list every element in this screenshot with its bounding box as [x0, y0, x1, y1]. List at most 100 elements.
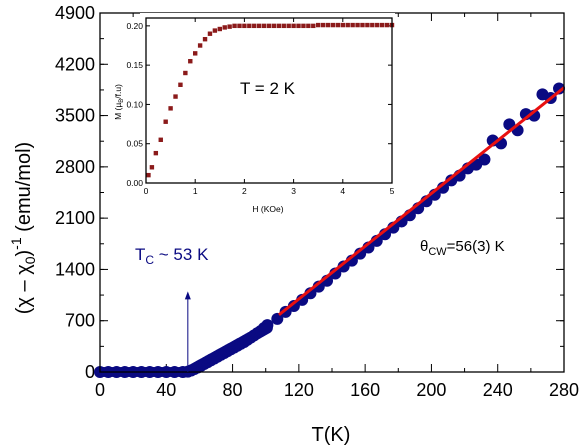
tc-arrow-head [184, 291, 191, 300]
inset-background [140, 13, 395, 201]
inset-data-point [197, 43, 203, 48]
inset-annotation: T = 2 K [240, 79, 296, 98]
y-tick-label: 0 [85, 362, 95, 382]
inset-data-point [325, 22, 331, 28]
y-tick-label: 700 [65, 311, 95, 331]
x-tick-label: 280 [549, 380, 579, 400]
y-label-sub: 0 [22, 256, 38, 264]
inset-data-point [271, 23, 277, 29]
inset-y-label-base: M (µ [113, 103, 123, 120]
inset-data-point [178, 82, 183, 87]
tc-rest: ~ 53 K [154, 245, 209, 264]
inset-data-point [360, 22, 365, 28]
inset-data-point [173, 94, 178, 99]
inset-data-point [188, 59, 193, 64]
inset-data-point [256, 23, 262, 29]
inset-data-point [227, 24, 232, 29]
inset-data-point [237, 23, 242, 29]
inset-data-point [247, 23, 252, 29]
inset-y-tick-label: 0.20 [126, 21, 143, 31]
inset-data-point [370, 22, 375, 28]
theta-main: θ [420, 238, 428, 255]
x-tick-label: 120 [284, 380, 314, 400]
inset-data-point [163, 119, 168, 124]
data-point [271, 312, 284, 325]
inset-y-label-sub: B [119, 99, 125, 103]
x-tick-label: 160 [350, 380, 380, 400]
inset-data-point [286, 23, 291, 29]
inset-data-point [153, 150, 159, 156]
inset-y-label-rest: /f.u) [113, 84, 123, 99]
inset-data-point [212, 28, 218, 33]
inset-data-point [266, 23, 272, 29]
data-point [337, 260, 350, 273]
x-tick-label: 40 [156, 380, 176, 400]
inset-data-point [202, 37, 208, 42]
data-point [296, 293, 309, 306]
inset-x-tick-label: 0 [144, 186, 149, 196]
inset-data-point [261, 23, 267, 29]
inset-data-point [320, 22, 326, 28]
inset-y-tick-label: 0.05 [126, 139, 143, 149]
theta-sub: CW [428, 246, 447, 258]
inset-data-point [384, 22, 390, 28]
inset-data-point [355, 22, 360, 28]
x-tick-label: 240 [483, 380, 513, 400]
data-point [261, 322, 273, 334]
x-axis-label: T(K) [312, 424, 351, 446]
inset-data-point [316, 22, 321, 28]
inset-data-point [193, 51, 198, 56]
inset-x-tick-label: 2 [242, 186, 247, 196]
inset-x-tick-label: 1 [193, 186, 198, 196]
y-tick-label: 1400 [55, 259, 95, 279]
y-axis-label: (χ – χ0)-1 (emu/mol) [8, 142, 38, 314]
y-tick-label: 2800 [55, 157, 95, 177]
inset-data-point [276, 23, 282, 29]
inset-data-point [217, 26, 222, 32]
y-label-sup: -1 [8, 237, 24, 250]
x-tick-label: 80 [223, 380, 243, 400]
inset-data-point [296, 23, 301, 29]
inset-data-point [207, 31, 213, 36]
inset-data-point [149, 165, 155, 170]
inset-x-tick-label: 5 [390, 186, 395, 196]
inset-data-point [183, 70, 188, 76]
inset-data-point [158, 137, 163, 142]
tc-annotation: TC ~ 53 K [135, 245, 209, 267]
y-tick-label: 4900 [55, 3, 95, 23]
data-point [478, 153, 491, 166]
x-tick-label: 0 [95, 380, 105, 400]
inset-data-point [365, 22, 370, 28]
inset-x-axis-label: H (KOe) [252, 204, 283, 214]
data-point [287, 300, 300, 313]
inset-data-point [375, 22, 380, 28]
inset-data-point [291, 23, 296, 29]
y-tick-label: 4200 [55, 54, 95, 74]
y-tick-label: 3500 [55, 106, 95, 126]
inset-x-tick-label: 3 [291, 186, 296, 196]
inset-data-point [146, 172, 151, 178]
tc-main: T [135, 245, 145, 264]
inset-data-point [311, 23, 316, 29]
inset-x-tick-label: 4 [340, 186, 345, 196]
inset-data-point [345, 22, 350, 28]
inset-data-point [242, 23, 247, 29]
y-label-unit: (emu/mol) [13, 142, 35, 238]
y-label-base: (χ – χ [13, 264, 35, 314]
x-tick-label: 200 [416, 380, 446, 400]
inset-data-point [350, 22, 355, 28]
inset-y-tick-label: 0.10 [126, 99, 143, 109]
inset-data-point [379, 22, 385, 28]
inset-y-tick-label: 0.15 [126, 60, 143, 70]
inset-data-point [232, 23, 237, 29]
inset-data-point [281, 23, 286, 29]
inset-data-point [340, 22, 345, 28]
inset-data-point [306, 23, 311, 29]
inset-data-point [252, 23, 257, 29]
inset-data-point [168, 106, 173, 111]
y-label-close: ) [13, 250, 35, 257]
inset-plot-frame [145, 17, 393, 184]
inset-data-point [301, 23, 306, 29]
